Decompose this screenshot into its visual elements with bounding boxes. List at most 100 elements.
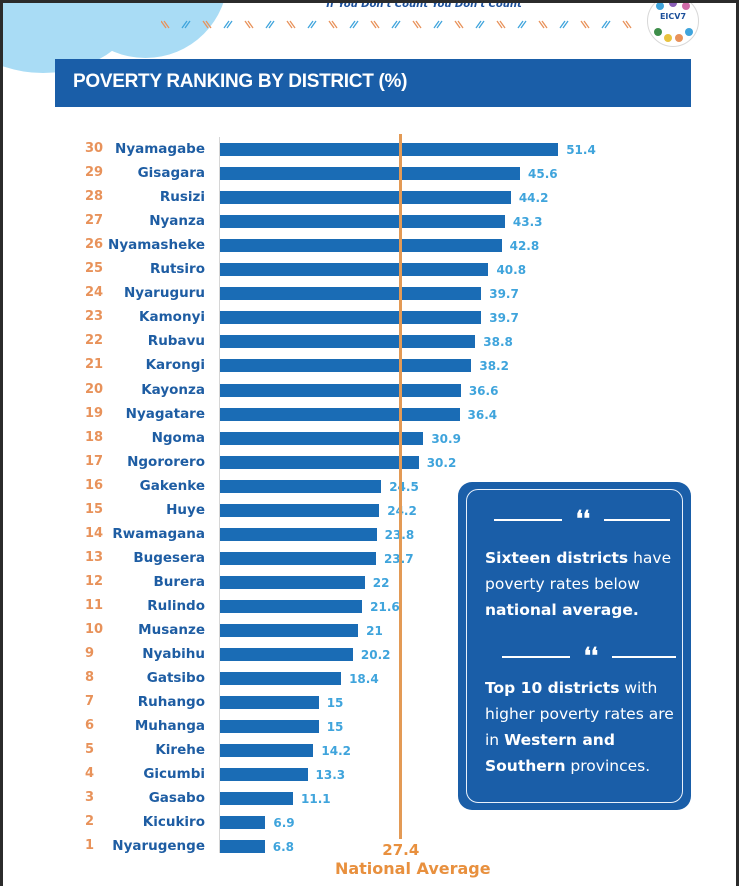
value-label: 43.3 (512, 215, 543, 230)
bar-row: 18 Ngoma 30.9 (3, 427, 736, 451)
rank-label: 30 (85, 141, 104, 156)
divider-line (604, 519, 670, 521)
stripe-mark (604, 20, 611, 29)
bar-row: 10 Musanze 21 (3, 619, 736, 643)
quote-divider: ❛❛ (480, 643, 676, 669)
district-label: Nyagatare (125, 405, 205, 422)
stripe-mark (184, 20, 191, 29)
bar-row: 8 Gatsibo 18.4 (3, 667, 736, 691)
quote-icon: ❛❛ (575, 506, 591, 532)
district-label: Nyamasheke (108, 237, 205, 254)
district-label: Nyamagabe (115, 141, 205, 157)
rank-label: 18 (85, 429, 104, 445)
logo-dot (656, 3, 664, 10)
rank-label: 9 (85, 646, 95, 662)
insight-bold: Sixteen districts (485, 549, 629, 567)
stripe-mark (625, 20, 632, 29)
bar (220, 431, 424, 445)
stripe-mark (394, 20, 401, 29)
rank-label: 24 (85, 285, 104, 301)
district-label: Nyabihu (142, 646, 205, 663)
district-label: Kamonyi (139, 309, 205, 326)
bar (220, 407, 460, 421)
insight-bold: Western and Southern (485, 731, 615, 775)
bar-row: 4 Gicumbi 13.3 (3, 763, 736, 787)
rank-label: 23 (85, 309, 104, 325)
district-label: Rusizi (159, 189, 205, 206)
bar-row: 5 Kirehe 14.2 (3, 739, 736, 763)
stripe-mark (161, 20, 167, 29)
insight-text: have poverty rates below (485, 549, 672, 593)
value-label: 23.7 (384, 552, 414, 566)
value-label: 6.8 (272, 840, 294, 855)
insight-text: provinces. (565, 757, 651, 775)
quote-divider: ❛❛ (480, 506, 670, 532)
bar-row: 24 Nyaruguru 39.7 (3, 282, 736, 306)
stripe-mark (433, 20, 440, 29)
district-label: Bugesera (133, 549, 205, 566)
eicv7-logo: EICV7 (647, 3, 699, 47)
logo-dot (675, 34, 683, 42)
stripe-mark (475, 20, 482, 29)
value-label: 39.7 (489, 287, 519, 302)
district-label: Rwamagana (112, 525, 205, 542)
bar (220, 263, 489, 277)
stripe-mark (622, 20, 629, 29)
bar (220, 455, 419, 469)
rank-label: 2 (85, 814, 95, 830)
district-label: Musanze (138, 622, 205, 638)
insight-card: ❛❛ Sixteen districts have poverty rates … (458, 482, 691, 810)
bar-row: 25 Rutsiro 40.8 (3, 258, 736, 282)
district-label: Gakenke (139, 477, 205, 494)
national-average-label: National Average (334, 859, 491, 878)
value-label: 51.4 (566, 143, 596, 157)
value-label: 14.2 (321, 744, 352, 759)
rank-label: 13 (85, 549, 104, 565)
district-label: Huye (166, 501, 205, 518)
stripe-mark (583, 20, 590, 29)
district-label: Nyarugenge (112, 838, 205, 855)
stripe-mark (286, 20, 293, 29)
district-label: Rubavu (147, 333, 205, 350)
district-label: Gisagara (137, 165, 205, 182)
stripe-border (161, 20, 695, 29)
district-label: Burera (153, 573, 205, 590)
page-title: POVERTY RANKING BY DISTRICT (%) (73, 71, 408, 92)
stripe-mark (202, 20, 209, 29)
logo-dot (669, 3, 677, 7)
stripe-mark (436, 20, 443, 29)
stripe-mark (601, 20, 608, 29)
stripe-mark (391, 20, 398, 29)
stripe-mark (307, 20, 314, 29)
rank-label: 12 (85, 573, 104, 589)
stripe-mark (499, 20, 506, 29)
bar-row: 2 Kicukiro 6.9 (3, 811, 736, 835)
bar-row: 1 Nyarugenge 6.8 (3, 835, 736, 859)
slogan: "If You Don't Count You Don't Count" (321, 3, 527, 10)
bar-row: 11 Rulindo 21.6 (3, 595, 736, 619)
stripe-mark (373, 20, 380, 29)
stripe-mark (244, 20, 251, 29)
rank-label: 8 (85, 670, 95, 686)
insight-card-border (466, 489, 683, 803)
value-label: 44.2 (518, 191, 549, 206)
divider-line (612, 656, 676, 658)
bar-row: 15 Huye 24.2 (3, 499, 736, 523)
stripe-mark (496, 20, 503, 29)
bar-row: 23 Kamonyi 39.7 (3, 306, 736, 330)
stripe-mark (538, 20, 545, 29)
value-label: 11.1 (301, 792, 331, 807)
bar (220, 215, 505, 229)
bar (220, 335, 476, 349)
district-label: Ngororero (127, 453, 205, 470)
value-label: 20.2 (360, 648, 391, 663)
value-label: 38.2 (479, 359, 509, 374)
value-label: 40.8 (496, 263, 527, 278)
value-label: 39.7 (489, 311, 519, 326)
quote-icon: ❛❛ (583, 643, 599, 669)
logo-dot (654, 28, 662, 36)
bar (220, 599, 363, 613)
value-label: 15 (326, 720, 344, 735)
value-label: 38.8 (483, 335, 513, 350)
stripe-mark (328, 20, 335, 29)
